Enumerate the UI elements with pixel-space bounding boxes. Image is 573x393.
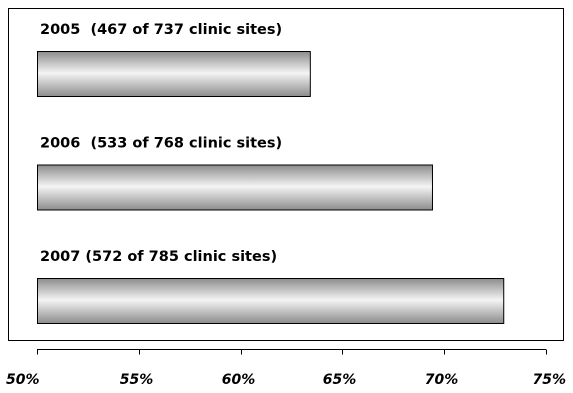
x-tick-label: 75%: [532, 372, 566, 388]
bar: [37, 51, 311, 97]
bar-label: 2006 (533 of 768 clinic sites): [40, 136, 282, 152]
x-tick-label: 65%: [323, 372, 357, 388]
bar-label: 2005 (467 of 737 clinic sites): [40, 22, 282, 38]
x-axis-ticks: 50% 55% 60% 65% 70% 75%: [6, 349, 566, 388]
bar: [37, 278, 505, 324]
x-tick-label: 70%: [425, 372, 459, 388]
bar-label: 2007 (572 of 785 clinic sites): [40, 249, 277, 265]
bars-layer: 2005 (467 of 737 clinic sites) 2006 (533 …: [37, 22, 505, 324]
x-tick-label: 60%: [222, 372, 256, 388]
x-tick-label: 50%: [6, 372, 40, 388]
bar: [37, 164, 433, 211]
x-tick-label: 55%: [120, 372, 154, 388]
